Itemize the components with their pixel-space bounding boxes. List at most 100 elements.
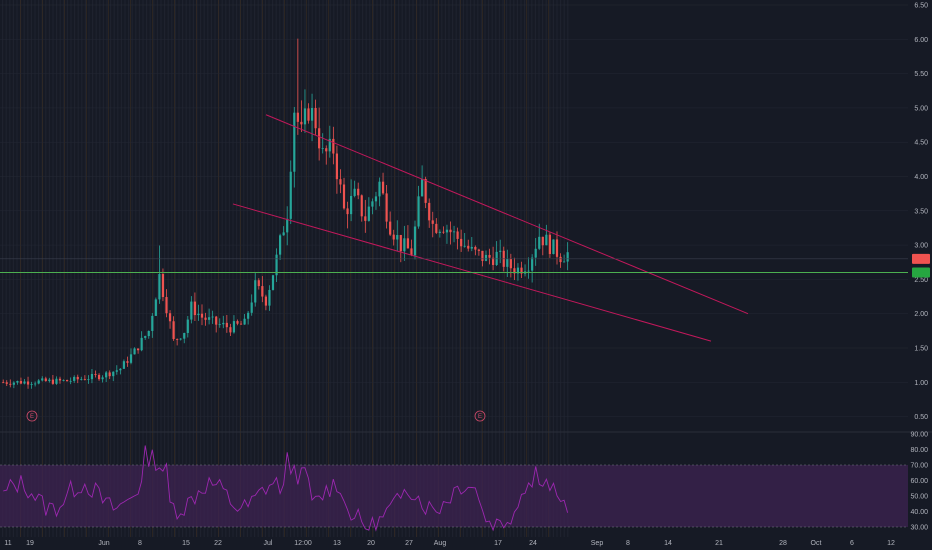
candle-body — [239, 323, 243, 325]
candle-body — [23, 381, 26, 384]
session-stripe — [556, 0, 558, 537]
session-stripe — [542, 0, 544, 537]
candle-body — [73, 376, 76, 381]
candle-body — [204, 317, 207, 320]
candle-body — [105, 372, 108, 378]
candle-body — [300, 121, 303, 125]
price-tick-label: 5.50 — [914, 71, 928, 78]
rsi-tick-label: 70.00 — [910, 463, 928, 470]
candle-body — [474, 246, 477, 250]
session-stripe — [174, 0, 176, 537]
time-tick-label: 27 — [405, 540, 413, 547]
price-tick-label: 3.00 — [914, 243, 928, 250]
session-stripe — [282, 0, 284, 537]
candle-body — [421, 178, 424, 197]
candle-body — [51, 379, 54, 384]
session-stripe — [70, 0, 72, 537]
session-stripe — [146, 0, 148, 537]
candle-body — [179, 338, 182, 340]
session-stripe — [171, 0, 173, 537]
candle-body — [101, 377, 104, 380]
candle-body — [310, 107, 314, 121]
candle-body — [410, 248, 413, 256]
candle-body — [342, 184, 346, 209]
candle-body — [509, 258, 512, 269]
session-stripes — [2, 0, 569, 537]
session-stripe — [225, 0, 227, 537]
session-stripe — [495, 0, 497, 537]
session-separator — [240, 0, 241, 537]
candle-body — [350, 195, 353, 215]
candle-body — [211, 316, 214, 318]
price-tags: 2.80 2.60 — [912, 253, 930, 278]
session-stripe — [419, 0, 421, 537]
earnings-marker — [26, 410, 38, 422]
price-tick-label: 1.00 — [914, 380, 928, 387]
candle-body — [69, 380, 72, 382]
rsi-axis[interactable]: 90.00 80.00 70.00 60.00 50.00 40.00 30.00 — [910, 432, 928, 532]
session-separator — [108, 0, 109, 537]
earnings-marker-label: E — [478, 414, 482, 420]
session-stripe — [297, 0, 299, 537]
candle-body — [190, 301, 193, 320]
session-stripe — [182, 0, 184, 537]
candle-body — [108, 372, 111, 377]
candle-body — [449, 229, 452, 233]
candle-body — [445, 229, 449, 233]
candle-body — [360, 195, 363, 217]
session-separator — [42, 0, 43, 537]
session-stripe — [444, 0, 446, 537]
session-stripe — [48, 0, 50, 537]
candle-body — [481, 250, 484, 261]
price-tick-label: 6.00 — [914, 37, 928, 44]
time-tick-label: 22 — [214, 540, 222, 547]
price-tick-label: 2.00 — [914, 311, 928, 318]
session-stripe — [59, 0, 61, 537]
session-stripe — [30, 0, 32, 537]
candle-body — [520, 267, 523, 274]
candle-body — [208, 317, 211, 320]
candle-body — [193, 301, 196, 316]
trendlines — [0, 114, 908, 342]
session-stripe — [221, 0, 223, 537]
candle-body — [76, 376, 79, 380]
session-stripe — [138, 0, 140, 537]
rsi-tick-label: 80.00 — [910, 447, 928, 454]
candle-body — [314, 107, 317, 129]
candle-body — [456, 231, 459, 239]
rsi-indicator — [3, 445, 569, 532]
candle-body — [470, 246, 473, 249]
session-stripe — [52, 0, 54, 537]
price-tick-label: 2.50 — [914, 277, 928, 284]
time-axis[interactable]: 11 19 Jun 8 15 22 Jul 12:00 13 20 27 Aug 17 24 Sep 8 14 2… — [4, 540, 895, 547]
session-stripe — [311, 0, 313, 537]
session-separator — [86, 0, 87, 537]
candle-body — [126, 361, 129, 363]
session-stripe — [99, 0, 101, 537]
session-stripe — [120, 0, 122, 537]
session-stripe — [178, 0, 180, 537]
session-stripe — [365, 0, 367, 537]
session-stripe — [63, 0, 65, 537]
price-tick-label: 6.50 — [914, 3, 928, 10]
session-stripe — [326, 0, 328, 537]
candle-body — [492, 257, 495, 265]
session-stripe — [189, 0, 191, 537]
candle-body — [261, 286, 264, 297]
candle-body — [87, 379, 90, 380]
session-stripe — [462, 0, 464, 537]
session-stripe — [344, 0, 346, 537]
session-stripe — [477, 0, 479, 537]
candle-body — [30, 384, 33, 385]
candle-body — [296, 112, 299, 122]
candle-body — [428, 202, 431, 221]
session-separator — [460, 0, 461, 537]
session-separator — [504, 0, 505, 537]
price-axis[interactable]: 6.50 6.00 5.50 5.00 4.50 4.00 3.50 3.00 2.50 2.00… — [914, 3, 928, 422]
session-stripe — [9, 0, 11, 537]
candle-body — [332, 138, 335, 154]
candle-body — [16, 381, 19, 383]
session-stripe — [12, 0, 14, 537]
session-stripe — [441, 0, 443, 537]
